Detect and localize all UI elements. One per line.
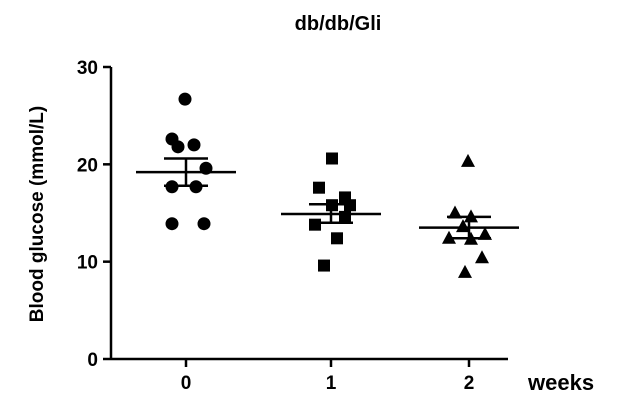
x-tick-label: 1 [326,373,337,394]
y-tick-label: 0 [87,350,98,371]
data-point [478,226,492,240]
y-tick-label: 10 [77,253,98,274]
data-point [171,140,185,154]
data-point [461,153,475,167]
series-2 [419,153,519,278]
data-point [187,138,201,152]
data-point [458,264,472,278]
data-point [309,218,321,231]
y-tick-label: 30 [77,58,98,79]
data-point [456,219,470,233]
data-point [475,250,489,264]
y-axis-label: Blood glucose (mmol/L) [27,106,48,322]
data-point [178,92,192,106]
data-point [326,152,338,165]
axes: 0 10 20 30 0 1 2 [77,58,508,394]
data-marks [136,92,519,278]
series-1 [281,152,381,272]
data-point [318,259,330,272]
data-point [331,232,343,245]
data-point [339,210,351,223]
x-tick-label: 2 [464,373,475,394]
y-tick-label: 20 [77,155,98,176]
data-point [448,205,462,219]
chart-title: db/db/Gli [295,13,382,35]
data-point [313,181,325,194]
data-point [197,217,211,231]
series-0 [136,92,236,231]
data-point [165,217,179,231]
x-axis-label: weeks [527,370,594,395]
x-tick-label: 0 [181,373,192,394]
